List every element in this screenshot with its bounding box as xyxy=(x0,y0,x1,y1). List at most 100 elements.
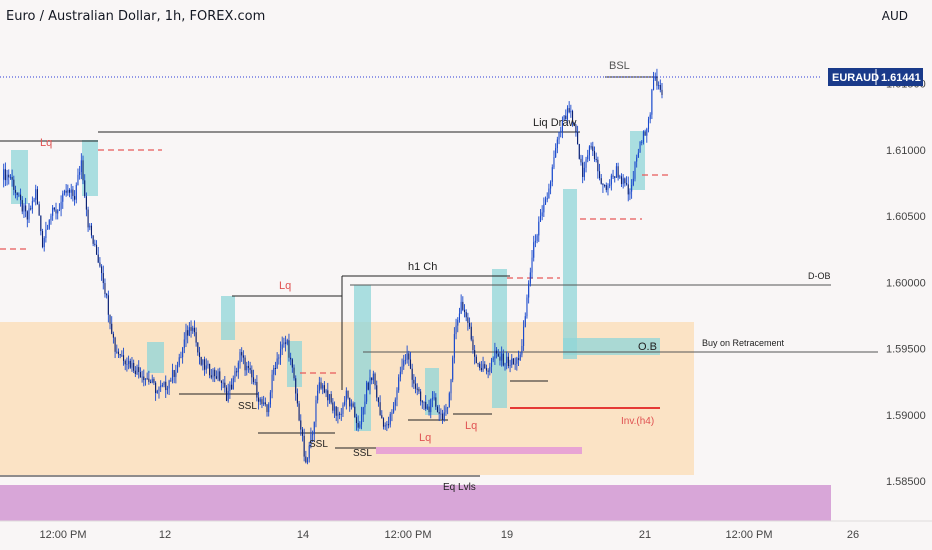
candle-body xyxy=(551,167,553,182)
candle-body xyxy=(40,215,42,232)
candle-body xyxy=(6,174,8,181)
candle-body xyxy=(480,367,482,371)
candle-body xyxy=(408,353,410,360)
candle-body xyxy=(430,399,432,413)
candle-body xyxy=(526,297,528,317)
candle-body xyxy=(278,357,280,359)
candle-body xyxy=(99,262,101,267)
candle-body xyxy=(571,111,574,123)
time-axis[interactable]: 12:00 PM 12 14 12:00 PM 19 21 12:00 PM 26 xyxy=(39,529,859,541)
candle-body xyxy=(195,332,197,343)
candle-body xyxy=(28,208,30,220)
candle-body xyxy=(413,379,415,384)
candle-body xyxy=(521,345,523,355)
candle-body xyxy=(242,355,244,358)
candle-body xyxy=(244,357,246,371)
candle-body xyxy=(182,347,184,358)
y-tick-label: 1.59000 xyxy=(886,410,926,422)
candle-body xyxy=(106,294,108,296)
candle-body xyxy=(90,225,93,236)
candle-body xyxy=(646,128,648,136)
candle-body xyxy=(320,382,322,389)
candle-body xyxy=(634,161,636,179)
candle-body xyxy=(180,357,182,359)
candle-body xyxy=(467,317,469,323)
candle-body xyxy=(74,196,76,200)
candle-body xyxy=(318,382,320,391)
candle-body xyxy=(222,382,224,384)
candle-body xyxy=(149,381,152,383)
candle-body xyxy=(381,415,383,419)
candle-body xyxy=(339,413,341,415)
ob-box xyxy=(354,285,371,431)
candle-body xyxy=(155,382,157,394)
candle-body xyxy=(82,160,84,181)
candle-body xyxy=(183,339,185,348)
candle-body xyxy=(614,176,616,178)
candle-body xyxy=(205,365,207,370)
candle-body xyxy=(268,404,270,413)
candle-body xyxy=(499,356,501,361)
candle-body xyxy=(489,366,491,372)
candle-body xyxy=(359,424,361,428)
ob-box xyxy=(630,131,645,190)
y-tick-label: 1.60000 xyxy=(886,277,926,289)
candle-body xyxy=(237,362,239,373)
candle-body xyxy=(102,273,104,284)
candle-body xyxy=(33,199,35,202)
annotation-labels: Lq Liq Draw BSL h1 Ch Lq D-OB O.B Buy on… xyxy=(40,60,831,493)
candle-body xyxy=(281,344,283,350)
candle-body xyxy=(8,174,10,178)
candle-body xyxy=(450,379,452,394)
candle-body xyxy=(227,390,229,401)
candle-body xyxy=(631,184,633,192)
candle-body xyxy=(415,383,417,389)
candle-body xyxy=(578,144,580,159)
candle-body xyxy=(26,211,28,220)
x-tick-label: 26 xyxy=(847,529,859,541)
candle-body xyxy=(41,231,44,248)
candle-body xyxy=(629,191,631,195)
candle-body xyxy=(139,372,141,378)
candle-body xyxy=(379,402,381,416)
x-tick-label: 12:00 PM xyxy=(725,529,772,541)
candle-body xyxy=(502,353,504,366)
candle-body xyxy=(217,371,219,379)
candle-body xyxy=(11,176,13,180)
candle-body xyxy=(627,184,629,195)
label-lq-top: Lq xyxy=(40,137,52,149)
price-axis[interactable]: 1.615001.610001.605001.600001.595001.590… xyxy=(886,79,926,489)
candle-body xyxy=(202,359,204,365)
candle-body xyxy=(101,266,103,274)
candle-body xyxy=(426,406,428,409)
candle-body xyxy=(506,356,508,364)
candle-body xyxy=(448,393,450,408)
candle-body xyxy=(67,189,69,193)
candle-body xyxy=(590,146,592,148)
label-ssl-1: SSL xyxy=(238,401,257,412)
candle-body xyxy=(639,142,641,153)
candle-body xyxy=(517,358,520,360)
candle-body xyxy=(539,216,542,222)
candle-body xyxy=(322,385,324,389)
candle-body xyxy=(340,413,342,415)
candle-series xyxy=(3,68,663,465)
candle-body xyxy=(504,363,506,366)
candle-body xyxy=(148,378,150,382)
candle-body xyxy=(546,198,548,200)
candle-body xyxy=(531,257,533,273)
candle-body xyxy=(376,385,378,398)
candle-body xyxy=(170,380,172,382)
x-tick-label: 12:00 PM xyxy=(39,529,86,541)
candle-body xyxy=(619,176,621,178)
candle-body xyxy=(659,85,661,90)
candle-body xyxy=(607,186,609,190)
candle-body xyxy=(440,413,442,415)
candle-body xyxy=(507,356,509,367)
candle-body xyxy=(394,399,396,406)
candle-body xyxy=(94,243,96,245)
y-tick-label: 1.61000 xyxy=(886,145,926,157)
candle-body xyxy=(117,351,120,355)
candle-body xyxy=(349,397,351,407)
